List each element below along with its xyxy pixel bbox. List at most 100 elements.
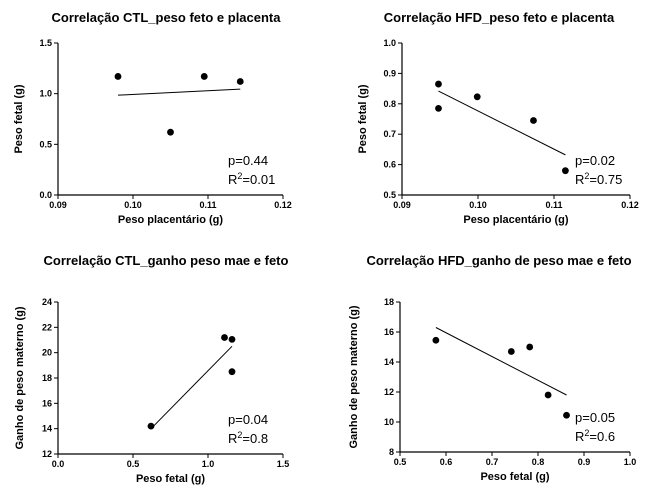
y-tick-label: 22: [42, 322, 52, 332]
x-tick-label: 0.5: [127, 459, 140, 469]
chart-title: Correlação HFD_ganho de peso mae e feto: [366, 253, 631, 268]
y-tick-label: 1.0: [383, 38, 396, 48]
data-point: [167, 128, 174, 136]
y-axis-label: Peso fetal (g): [357, 84, 369, 153]
x-tick-label: 0.09: [393, 200, 411, 210]
r-squared-value: =0.8: [242, 431, 268, 446]
y-tick-label: 0.8: [383, 99, 396, 109]
data-point: [147, 422, 155, 430]
y-axis-label: Peso fetal (g): [13, 84, 25, 153]
y-tick-label: 1.0: [39, 89, 52, 99]
r-letter: R: [228, 172, 237, 187]
chart-title: Correlação CTL_peso feto e placenta: [51, 10, 281, 25]
x-tick-label: 0.09: [49, 200, 67, 210]
y-tick-label: 24: [42, 297, 52, 307]
r-squared-value: =0.01: [242, 172, 275, 187]
data-point: [526, 343, 534, 351]
x-tick-label: 0.10: [124, 200, 142, 210]
x-tick-label: 0.8: [532, 457, 545, 467]
data-point: [562, 167, 569, 175]
regression-line: [117, 88, 241, 96]
x-tick-label: 0.5: [394, 457, 407, 467]
data-point: [221, 334, 228, 341]
regression-line: [435, 327, 567, 396]
data-point: [432, 336, 440, 344]
y-tick-label: 18: [42, 373, 52, 383]
y-tick-label: 1.5: [39, 38, 52, 48]
r-squared-exponent: 2: [584, 428, 589, 438]
y-tick-label: 10: [384, 417, 394, 427]
r-squared-label: R2=0.01: [228, 171, 275, 187]
y-tick-label: 0.7: [383, 129, 396, 139]
data-point: [200, 73, 208, 80]
data-point: [544, 391, 552, 399]
y-tick-label: 14: [384, 357, 394, 367]
r-squared-value: =0.75: [589, 172, 622, 187]
x-tick-label: 0.0: [52, 459, 65, 469]
y-tick-label: 16: [384, 327, 394, 337]
data-point: [530, 117, 537, 124]
data-point: [435, 80, 442, 88]
r-squared-label: R2=0.8: [228, 430, 268, 446]
x-tick-label: 0.12: [274, 200, 292, 210]
y-tick-label: 0.6: [383, 160, 396, 170]
y-tick-label: 0.5: [39, 139, 52, 149]
x-tick-label: 1.0: [624, 457, 637, 467]
y-tick-label: 0.5: [383, 190, 396, 200]
x-axis-label: Peso placentário (g): [118, 214, 223, 226]
y-tick-label: 20: [42, 348, 52, 358]
data-point: [228, 368, 236, 376]
y-tick-label: 12: [384, 387, 394, 397]
x-tick-label: 0.6: [440, 457, 453, 467]
y-tick-label: 0.0: [39, 190, 52, 200]
x-tick-label: 0.12: [621, 200, 639, 210]
y-tick-label: 12: [42, 449, 52, 459]
r-squared-exponent: 2: [237, 430, 242, 440]
data-point: [228, 335, 236, 343]
r-squared-value: =0.6: [589, 429, 615, 444]
regression-line: [150, 345, 233, 430]
r-squared-label: R2=0.75: [575, 171, 622, 187]
p-value-label: p=0.04: [228, 412, 268, 427]
r-letter: R: [575, 172, 584, 187]
p-value-label: p=0.05: [575, 410, 615, 425]
x-tick-label: 1.0: [202, 459, 215, 469]
chart-title: Correlação HFD_peso feto e placenta: [384, 10, 615, 25]
x-axis-label: Peso fetal (g): [480, 471, 549, 483]
data-point: [435, 104, 442, 112]
chart-ctl-maternal-gain-fetus: Correlação CTL_ganho peso mae e feto 0.0 0…: [14, 253, 290, 485]
y-tick-label: 18: [384, 297, 394, 307]
y-tick-label: 0.9: [383, 68, 396, 78]
x-tick-label: 0.9: [578, 457, 591, 467]
y-axis-label: Ganho de peso materno (g): [348, 305, 360, 448]
y-tick-label: 16: [42, 398, 52, 408]
x-tick-label: 0.7: [486, 457, 499, 467]
r-squared-label: R2=0.6: [575, 428, 615, 444]
x-tick-label: 0.10: [469, 200, 487, 210]
x-tick-label: 0.11: [199, 200, 216, 210]
x-tick-label: 0.11: [545, 200, 562, 210]
r-squared-exponent: 2: [237, 171, 242, 181]
data-point: [473, 93, 481, 101]
data-point: [114, 73, 122, 80]
x-axis-label: Peso placentário (g): [463, 214, 568, 226]
x-tick-label: 1.5: [277, 459, 290, 469]
x-axis-label: Peso fetal (g): [136, 473, 205, 485]
chart-title: Correlação CTL_ganho peso mae e feto: [44, 253, 289, 268]
data-point: [563, 411, 570, 419]
r-squared-exponent: 2: [584, 171, 589, 181]
y-axis-label: Ganho de peso materno (g): [14, 306, 26, 449]
chart-hfd-maternal-gain-fetus: Correlação HFD_ganho de peso mae e feto 0…: [348, 253, 637, 483]
p-value-label: p=0.44: [228, 153, 268, 168]
y-tick-label: 14: [42, 424, 52, 434]
r-letter: R: [228, 431, 237, 446]
y-tick-label: 8: [389, 447, 394, 457]
p-value-label: p=0.02: [575, 153, 615, 168]
regression-line: [438, 90, 566, 156]
data-point: [236, 78, 244, 85]
data-point: [507, 348, 515, 355]
r-letter: R: [575, 429, 584, 444]
